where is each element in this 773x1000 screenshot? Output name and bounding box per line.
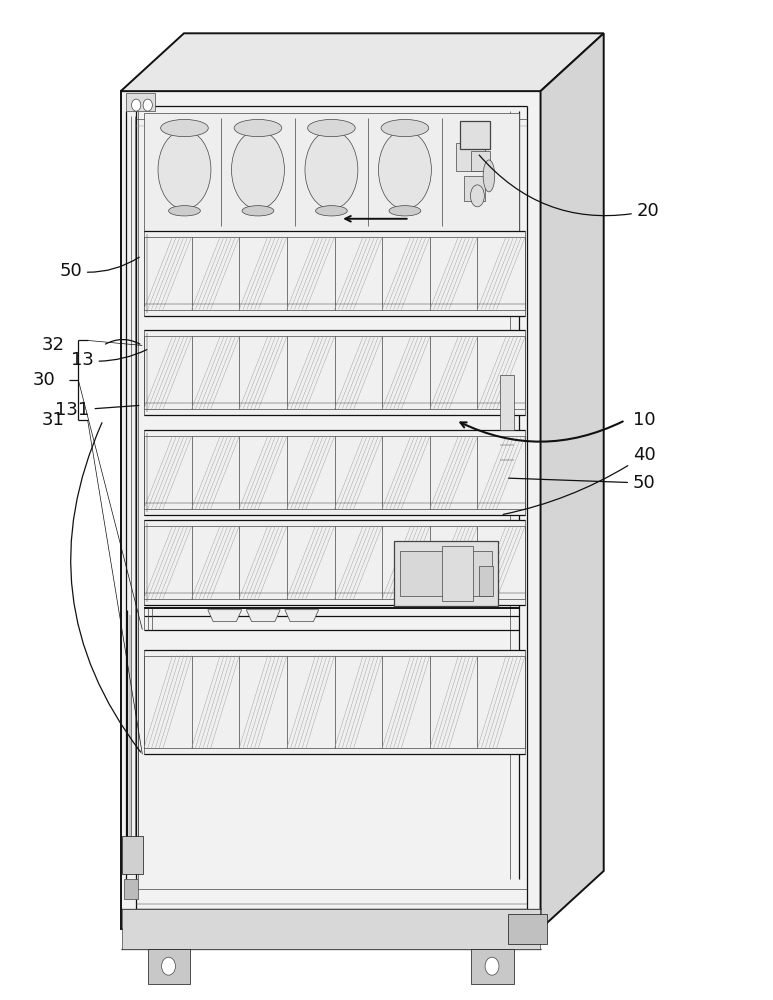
Text: 32: 32 xyxy=(42,336,64,354)
Bar xyxy=(124,879,138,899)
Bar xyxy=(394,541,498,606)
Bar xyxy=(121,909,540,949)
Polygon shape xyxy=(208,610,242,622)
Text: 30: 30 xyxy=(32,371,55,389)
Bar xyxy=(472,949,513,984)
Bar xyxy=(442,546,473,601)
Bar xyxy=(126,93,155,111)
Bar xyxy=(148,949,190,984)
Circle shape xyxy=(485,957,499,975)
Bar xyxy=(144,113,519,231)
Ellipse shape xyxy=(381,119,429,137)
Bar xyxy=(464,176,485,201)
Bar xyxy=(508,914,547,944)
Ellipse shape xyxy=(305,130,358,209)
Bar xyxy=(500,375,514,430)
Text: 31: 31 xyxy=(42,411,64,429)
Text: 131: 131 xyxy=(56,401,139,419)
Bar xyxy=(144,330,525,415)
Text: 10: 10 xyxy=(633,411,656,429)
Bar xyxy=(144,430,525,515)
Bar xyxy=(479,566,493,596)
Polygon shape xyxy=(121,91,540,929)
Bar xyxy=(144,231,525,316)
Ellipse shape xyxy=(471,185,485,207)
Polygon shape xyxy=(284,610,318,622)
Bar xyxy=(144,520,525,605)
Ellipse shape xyxy=(389,206,421,216)
Polygon shape xyxy=(121,33,604,91)
Ellipse shape xyxy=(231,130,284,209)
Ellipse shape xyxy=(161,119,208,137)
Bar xyxy=(121,836,143,874)
Bar xyxy=(456,143,485,171)
Text: 20: 20 xyxy=(479,155,659,220)
Text: 50: 50 xyxy=(509,474,656,492)
Polygon shape xyxy=(540,33,604,929)
Ellipse shape xyxy=(242,206,274,216)
Ellipse shape xyxy=(379,130,431,209)
Ellipse shape xyxy=(308,119,356,137)
Text: 13: 13 xyxy=(70,350,147,369)
Circle shape xyxy=(162,957,175,975)
Bar xyxy=(144,650,525,754)
Bar xyxy=(472,151,491,171)
Ellipse shape xyxy=(315,206,347,216)
Circle shape xyxy=(143,99,152,111)
Bar xyxy=(460,121,491,149)
Circle shape xyxy=(131,99,141,111)
Polygon shape xyxy=(247,610,280,622)
Text: 40: 40 xyxy=(503,446,656,514)
Text: 50: 50 xyxy=(60,257,139,280)
Ellipse shape xyxy=(483,160,495,192)
Ellipse shape xyxy=(234,119,281,137)
Bar xyxy=(400,551,492,596)
Ellipse shape xyxy=(169,206,200,216)
Ellipse shape xyxy=(158,130,211,209)
